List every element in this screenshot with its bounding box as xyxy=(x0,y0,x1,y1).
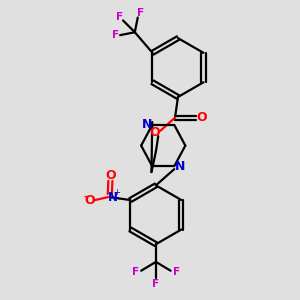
Text: F: F xyxy=(136,8,144,18)
Text: O: O xyxy=(149,126,160,139)
Text: F: F xyxy=(173,267,180,277)
Text: F: F xyxy=(112,30,119,40)
Text: F: F xyxy=(152,279,160,289)
Text: -: - xyxy=(84,191,88,202)
Text: O: O xyxy=(105,169,116,182)
Text: O: O xyxy=(84,194,95,207)
Text: F: F xyxy=(132,267,139,277)
Text: O: O xyxy=(197,111,207,124)
Text: F: F xyxy=(116,12,123,22)
Text: N: N xyxy=(142,118,152,131)
Text: N: N xyxy=(174,160,185,173)
Text: N: N xyxy=(108,190,118,204)
Text: +: + xyxy=(113,188,120,197)
